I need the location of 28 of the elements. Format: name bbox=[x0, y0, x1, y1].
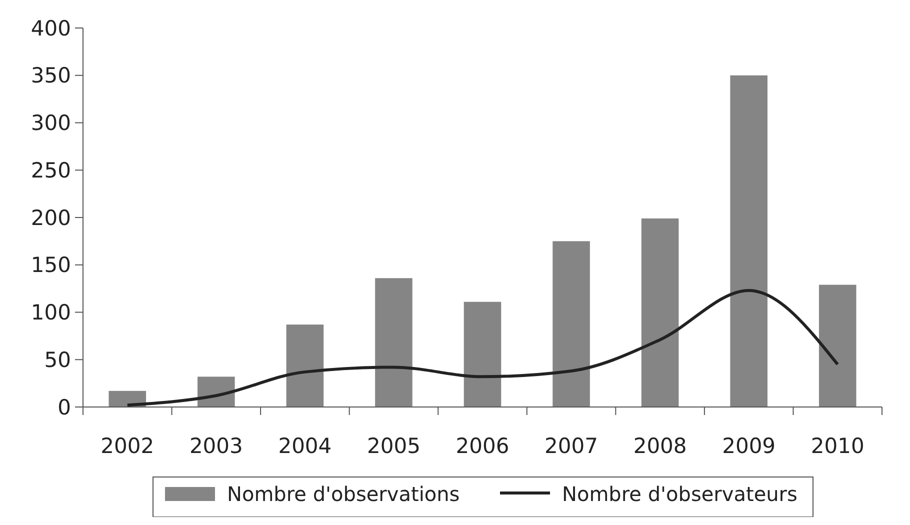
y-tick-label: 150 bbox=[30, 253, 71, 278]
y-tick-label: 100 bbox=[30, 300, 71, 325]
y-tick-label: 400 bbox=[30, 16, 71, 40]
line-series bbox=[126, 288, 840, 407]
bar bbox=[730, 75, 768, 407]
bar bbox=[552, 241, 590, 407]
y-tick-label: 250 bbox=[30, 158, 71, 182]
y-tick-label: 50 bbox=[44, 348, 71, 372]
legend-label: Nombre d'observations bbox=[227, 482, 460, 506]
legend-label: Nombre d'observateurs bbox=[562, 482, 798, 506]
x-tick-label: 2010 bbox=[810, 434, 864, 458]
bar bbox=[464, 302, 502, 407]
x-tick-label: 2008 bbox=[633, 434, 687, 458]
y-tick-label: 300 bbox=[30, 111, 71, 136]
bar bbox=[641, 218, 679, 407]
bar bbox=[818, 284, 856, 407]
y-tick-label: 350 bbox=[30, 64, 71, 88]
x-tick-label: 2009 bbox=[722, 434, 776, 458]
x-tick-label: 2007 bbox=[544, 434, 598, 458]
y-tick-label: 0 bbox=[58, 395, 71, 420]
y-tick-label: 200 bbox=[30, 206, 71, 230]
x-tick-label: 2006 bbox=[456, 434, 510, 458]
x-tick-label: 2003 bbox=[189, 434, 243, 458]
bar bbox=[286, 324, 324, 407]
x-tick-label: 2004 bbox=[278, 434, 332, 458]
x-tick-label: 2002 bbox=[100, 434, 154, 458]
bar bbox=[375, 278, 412, 407]
x-tick-label: 2005 bbox=[366, 434, 420, 458]
